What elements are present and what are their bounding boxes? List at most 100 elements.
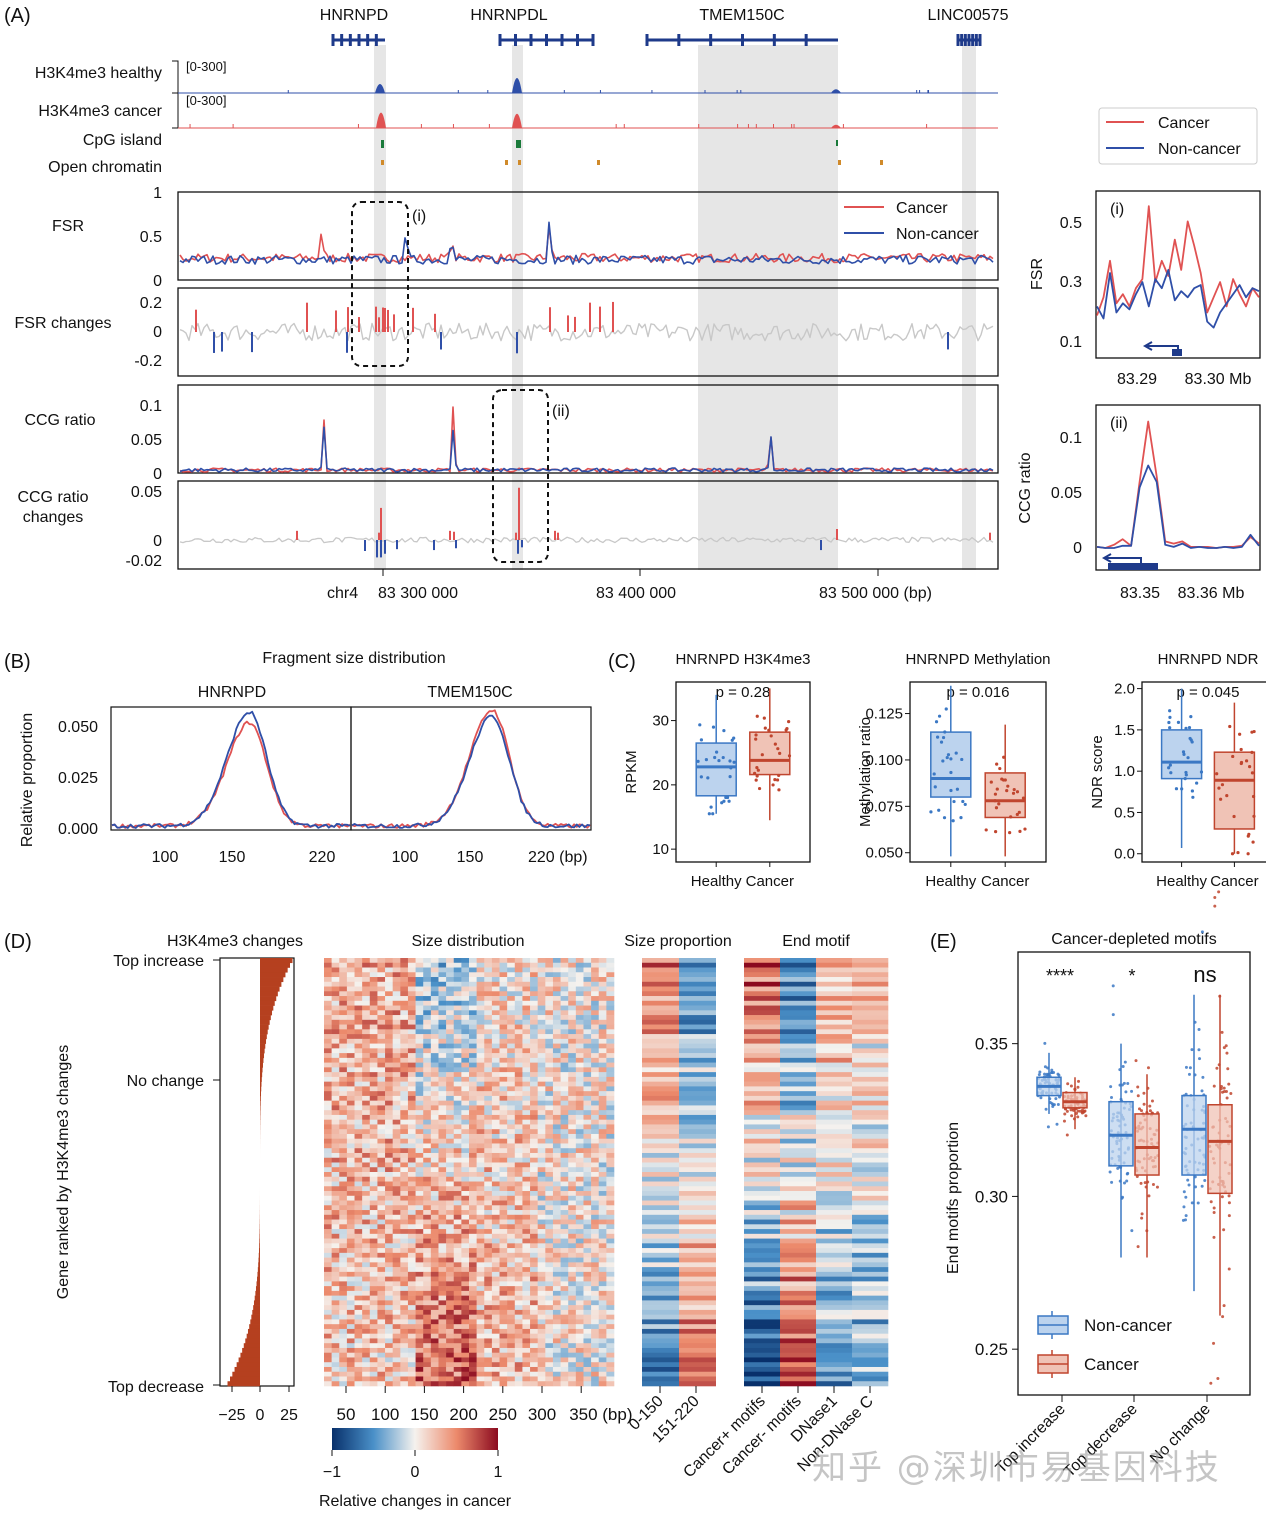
heatmap-cell: [583, 1148, 592, 1154]
heatmap-cell: [642, 1195, 679, 1201]
heatmap-cell: [591, 1347, 600, 1354]
heatmap-cell: [469, 1105, 477, 1111]
gene-label-hnrnpd: HNRNPD: [320, 7, 388, 24]
heatmap-cell: [438, 991, 447, 997]
heatmap-cell: [346, 1210, 355, 1216]
jitter-point: [1121, 1064, 1125, 1068]
heatmap-cell: [583, 1305, 592, 1311]
heatmap-cell: [568, 1229, 577, 1235]
heatmap-cell: [354, 1343, 363, 1349]
heatmap-cell: [560, 1057, 569, 1063]
heatmap-cell: [331, 1305, 340, 1311]
heatmap-cell: [469, 1200, 477, 1206]
heatmap-cell: [331, 1343, 340, 1349]
heatmap-cell: [346, 1319, 355, 1325]
heatmap-cell: [852, 1205, 889, 1211]
heatmap-cell: [392, 1281, 401, 1287]
heatmap-cell: [514, 1362, 523, 1368]
heatmap-cell: [816, 1191, 853, 1197]
heatmap-cell: [407, 1034, 416, 1040]
jitter-point: [1049, 1070, 1053, 1074]
heatmap-cell: [362, 1100, 371, 1106]
jitter-point: [1055, 1122, 1059, 1126]
heatmap-cell: [560, 1086, 569, 1092]
heatmap-cell: [423, 1015, 432, 1021]
heatmap-cell: [423, 1290, 432, 1296]
heatmap-cell: [514, 1276, 523, 1282]
heatmap-cell: [407, 1086, 416, 1092]
heatmap-cell: [642, 962, 679, 968]
heatmap-cell: [575, 1300, 584, 1306]
heatmap-cell: [598, 1091, 607, 1097]
exon: [357, 34, 361, 46]
heatmap-cell: [583, 1129, 592, 1135]
heatmap-cell: [522, 1195, 531, 1201]
heatmap-cell: [392, 1162, 401, 1168]
panel-b-label: (B): [4, 651, 31, 673]
heatmap-cell: [679, 1100, 716, 1106]
heatmap-cell: [598, 1281, 607, 1287]
heatmap-cell: [499, 1119, 508, 1125]
heatmap-cell: [469, 1005, 477, 1011]
heatmap-cell: [377, 1076, 386, 1082]
heatmap-cell: [642, 1243, 679, 1249]
heatmap-cell: [530, 958, 538, 964]
heatmap-cell: [560, 1286, 569, 1292]
heatmap-cell: [568, 1314, 577, 1320]
heatmap-cell: [642, 1148, 679, 1154]
heatmap-cell: [514, 1381, 523, 1387]
heatmap-cell: [476, 1205, 485, 1211]
heatmap-cell: [545, 1328, 554, 1334]
heatmap-cell: [362, 1034, 371, 1040]
heatmap-cell: [583, 1338, 592, 1344]
heatmap-cell: [392, 1105, 401, 1111]
heatmap-cell: [415, 1214, 424, 1220]
heatmap-cell: [679, 1105, 716, 1111]
legend-label-cancer: Cancer: [1158, 115, 1210, 132]
heatmap-cell: [415, 1210, 424, 1216]
heatmap-cell: [446, 1048, 455, 1054]
heatmap-cell: [407, 1172, 416, 1178]
heatmap-cell: [780, 1233, 817, 1239]
heatmap-cell: [560, 1366, 569, 1373]
heatmap-cell: [331, 1172, 340, 1178]
heatmap-cell: [679, 1181, 716, 1187]
heatmap-cell: [346, 1376, 355, 1382]
heatmap-cell: [780, 1015, 817, 1021]
heatmap-cell: [575, 1167, 584, 1173]
heatmap-cell: [484, 1319, 493, 1325]
heatmap-cell: [407, 1105, 416, 1111]
heatmap-cell: [469, 1238, 477, 1244]
heatmap-cell: [423, 972, 432, 978]
heatmap-cell: [552, 1038, 561, 1044]
inset-ii: (ii) CCG ratio 0.1 0.05 0 83.35 83.36 Mb: [1017, 404, 1261, 602]
heatmap-cell: [324, 1024, 332, 1030]
heatmap-cell: [423, 1005, 432, 1011]
heatmap-cell: [407, 1371, 416, 1377]
heatmap-cell: [438, 1067, 447, 1073]
heatmap-cell: [568, 1343, 577, 1349]
heatmap-cell: [499, 1053, 508, 1059]
heatmap-cell: [400, 1091, 409, 1097]
heatmap-cell: [354, 1248, 363, 1254]
cancer-peak: [831, 124, 841, 128]
heatmap-cell: [400, 1381, 409, 1387]
panel-b-ytick: 0.000: [58, 821, 98, 838]
heatmap-cell: [583, 1062, 592, 1068]
heatmap-cell: [507, 1210, 516, 1216]
heatmap-cell: [537, 1100, 546, 1106]
heatmap-cell: [400, 1300, 409, 1306]
heatmap-cell: [530, 1366, 538, 1373]
heatmap-cell: [560, 1119, 569, 1125]
heatmap-cell: [552, 1029, 561, 1035]
heatmap-cell: [606, 1000, 615, 1006]
rank-bar: [260, 1029, 268, 1035]
heatmap-cell: [331, 1029, 340, 1035]
heatmap-cell: [491, 991, 500, 997]
heatmap-cell: [346, 1110, 355, 1116]
heatmap-cell: [339, 1343, 348, 1349]
heatmap-cell: [568, 1186, 577, 1192]
heatmap-cell: [530, 1076, 538, 1082]
heatmap-cell: [476, 1129, 485, 1135]
heatmap-cell: [339, 1172, 348, 1178]
